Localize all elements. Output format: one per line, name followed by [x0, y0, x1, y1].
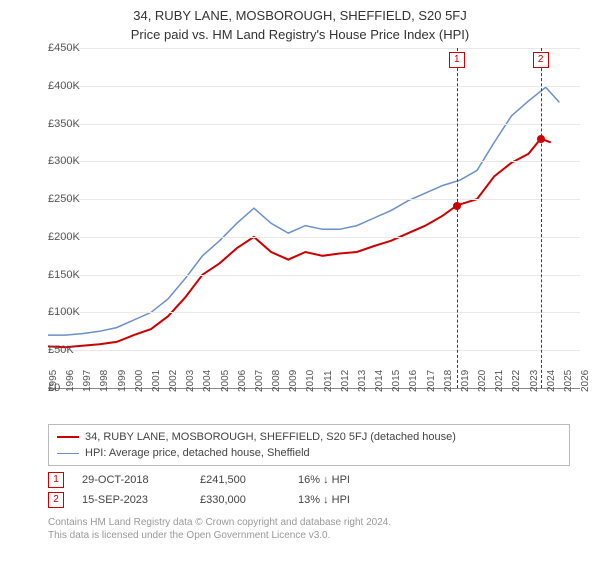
legend-item: HPI: Average price, detached house, Shef…: [57, 445, 561, 461]
series-property: [48, 139, 551, 348]
x-axis-label: 2023: [529, 370, 540, 392]
x-axis-label: 2019: [460, 370, 471, 392]
marker-line-2: [541, 48, 542, 388]
legend-swatch: [57, 436, 79, 438]
gridline: [48, 237, 580, 238]
sale-diff: 16% ↓ HPI: [298, 474, 350, 486]
plot-area: 12: [48, 48, 580, 389]
sale-price: £330,000: [200, 494, 280, 506]
legend-label: HPI: Average price, detached house, Shef…: [85, 447, 310, 459]
x-axis-label: 2012: [340, 370, 351, 392]
x-axis-label: 2005: [220, 370, 231, 392]
x-axis-label: 1995: [48, 370, 59, 392]
x-axis-label: 2002: [168, 370, 179, 392]
y-axis-label: £250K: [48, 193, 52, 205]
legend-swatch: [57, 453, 79, 454]
x-axis-label: 2020: [477, 370, 488, 392]
gridline: [48, 275, 580, 276]
marker-line-1: [457, 48, 458, 388]
x-axis-label: 2004: [202, 370, 213, 392]
gridline: [48, 124, 580, 125]
marker-box-1: 1: [449, 52, 465, 68]
gridline: [48, 86, 580, 87]
marker-point-1: [453, 202, 461, 210]
sale-date: 29-OCT-2018: [82, 474, 182, 486]
chart-title-subtitle: Price paid vs. HM Land Registry's House …: [0, 27, 600, 42]
x-axis-label: 2008: [271, 370, 282, 392]
gridline: [48, 350, 580, 351]
legend-label: 34, RUBY LANE, MOSBOROUGH, SHEFFIELD, S2…: [85, 431, 456, 443]
sales-table: 1 29-OCT-2018 £241,500 16% ↓ HPI 2 15-SEP-202…: [48, 470, 570, 510]
y-axis-label: £350K: [48, 118, 52, 130]
x-axis-label: 2018: [443, 370, 454, 392]
x-axis-label: 2011: [323, 370, 334, 392]
sale-diff: 13% ↓ HPI: [298, 494, 350, 506]
gridline: [48, 161, 580, 162]
x-axis-label: 2009: [288, 370, 299, 392]
x-axis-label: 1999: [117, 370, 128, 392]
y-axis-label: £100K: [48, 306, 52, 318]
x-axis-label: 2007: [254, 370, 265, 392]
x-axis-label: 2025: [563, 370, 574, 392]
line-svg: [48, 48, 580, 388]
legend-item: 34, RUBY LANE, MOSBOROUGH, SHEFFIELD, S2…: [57, 429, 561, 445]
x-axis-label: 1998: [99, 370, 110, 392]
y-axis-label: £450K: [48, 42, 52, 54]
x-axis-label: 2014: [374, 370, 385, 392]
x-axis-label: 2001: [151, 370, 162, 392]
footer-line1: Contains HM Land Registry data © Crown c…: [48, 516, 570, 529]
y-axis-label: £200K: [48, 231, 52, 243]
footer-line2: This data is licensed under the Open Gov…: [48, 529, 570, 542]
marker-point-2: [537, 135, 545, 143]
chart-area: 12 £0£50K£100K£150K£200K£250K£300K£350K£…: [48, 48, 580, 418]
y-axis-label: £400K: [48, 80, 52, 92]
x-axis-label: 2010: [305, 370, 316, 392]
x-axis-label: 2003: [185, 370, 196, 392]
y-axis-label: £150K: [48, 269, 52, 281]
x-axis-label: 2013: [357, 370, 368, 392]
x-axis-label: 1996: [65, 370, 76, 392]
sale-date: 15-SEP-2023: [82, 494, 182, 506]
x-axis-label: 2015: [391, 370, 402, 392]
sale-marker: 2: [48, 492, 64, 508]
sale-marker: 1: [48, 472, 64, 488]
gridline: [48, 312, 580, 313]
x-axis-label: 1997: [82, 370, 93, 392]
x-axis-label: 2017: [426, 370, 437, 392]
sale-row: 2 15-SEP-2023 £330,000 13% ↓ HPI: [48, 490, 570, 510]
x-axis-label: 2000: [134, 370, 145, 392]
x-axis-label: 2026: [580, 370, 591, 392]
legend-box: 34, RUBY LANE, MOSBOROUGH, SHEFFIELD, S2…: [48, 424, 570, 466]
y-axis-label: £300K: [48, 155, 52, 167]
y-axis-label: £50K: [48, 344, 52, 356]
footer-attribution: Contains HM Land Registry data © Crown c…: [48, 516, 570, 542]
x-axis-label: 2006: [237, 370, 248, 392]
gridline: [48, 199, 580, 200]
chart-title-address: 34, RUBY LANE, MOSBOROUGH, SHEFFIELD, S2…: [0, 8, 600, 23]
x-axis-label: 2022: [511, 370, 522, 392]
x-axis-label: 2024: [546, 370, 557, 392]
marker-box-2: 2: [533, 52, 549, 68]
x-axis-label: 2016: [408, 370, 419, 392]
sale-row: 1 29-OCT-2018 £241,500 16% ↓ HPI: [48, 470, 570, 490]
gridline: [48, 48, 580, 49]
x-axis-label: 2021: [494, 370, 505, 392]
sale-price: £241,500: [200, 474, 280, 486]
